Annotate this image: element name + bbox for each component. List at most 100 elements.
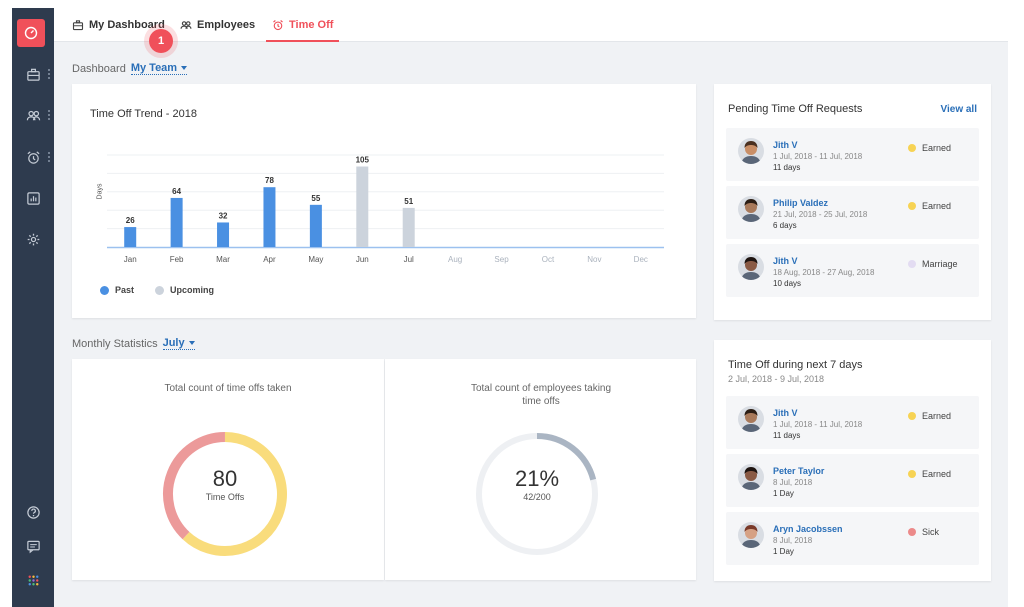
sidebar-item-messages[interactable] — [12, 532, 54, 560]
donut-segment-secondary — [163, 432, 226, 540]
x-tick-label: Sep — [494, 255, 509, 264]
date-range: 21 Jul, 2018 - 25 Jul, 2018 — [773, 210, 868, 219]
next7-range: 2 Jul, 2018 - 9 Jul, 2018 — [728, 374, 825, 384]
list-item[interactable]: Philip Valdez 21 Jul, 2018 - 25 Jul, 2018… — [726, 186, 979, 239]
scope-dropdown[interactable]: My Team — [130, 62, 188, 75]
legend-past[interactable]: Past — [100, 285, 134, 295]
tab-label: My Dashboard — [89, 19, 165, 31]
date-range: 18 Aug, 2018 - 27 Aug, 2018 — [773, 268, 875, 277]
status-dot-icon — [908, 412, 916, 420]
more-icon[interactable] — [48, 152, 50, 162]
tab-time-off[interactable]: Time Off — [265, 8, 340, 42]
employee-name[interactable]: Jith V — [773, 140, 798, 150]
time-offs-count-title: Total count of time offs taken — [164, 383, 292, 394]
time-offs-count-card: Total count of time offs taken 80 Time O… — [72, 359, 384, 580]
x-tick-label: Apr — [263, 255, 276, 264]
sidebar-item-time-off[interactable] — [12, 143, 54, 171]
x-tick-label: Mar — [216, 255, 230, 264]
bar-past-may[interactable] — [309, 204, 322, 247]
bar-upcoming-jul[interactable] — [402, 207, 415, 247]
bar-value-label: 32 — [219, 211, 228, 220]
employees-ratio-value: 21% — [514, 466, 560, 491]
bar-past-feb[interactable] — [170, 197, 183, 247]
alarm-icon — [273, 20, 283, 31]
time-offs-center: 80 Time Offs — [175, 466, 275, 502]
sidebar — [12, 8, 54, 607]
leave-type-badge: Earned — [908, 143, 951, 153]
gear-icon — [27, 233, 39, 245]
duration: 1 Day — [773, 489, 794, 498]
list-item[interactable]: Jith V 18 Aug, 2018 - 27 Aug, 2018 10 days… — [726, 244, 979, 297]
monthly-statistics-scope: Monthly Statistics July — [72, 337, 195, 350]
list-item[interactable]: Jith V 1 Jul, 2018 - 11 Jul, 2018 11 days E… — [726, 128, 979, 181]
sidebar-item-help[interactable] — [12, 498, 54, 526]
bar-past-mar[interactable] — [217, 222, 230, 247]
dashboard-icon[interactable] — [17, 19, 45, 47]
chevron-down-icon — [181, 66, 188, 70]
bar-past-apr[interactable] — [263, 187, 276, 247]
status-dot-icon — [908, 470, 916, 478]
pending-title: Pending Time Off Requests — [728, 103, 863, 115]
month-dropdown[interactable]: July — [162, 337, 195, 350]
pending-requests-card: Pending Time Off Requests View all Jith … — [714, 84, 991, 320]
next7-title: Time Off during next 7 days — [728, 359, 863, 371]
donut-segment-primary — [182, 432, 287, 556]
x-tick-label: Jun — [356, 255, 369, 264]
x-tick-label: Nov — [587, 255, 601, 264]
leave-type-badge: Earned — [908, 201, 951, 211]
bar-value-label: 64 — [172, 187, 181, 196]
employee-name[interactable]: Jith V — [773, 408, 798, 418]
avatar — [738, 464, 764, 490]
sidebar-item-my-dashboard[interactable] — [12, 60, 54, 88]
date-range: 8 Jul, 2018 — [773, 478, 813, 487]
chevron-down-icon — [188, 341, 195, 345]
bar-value-label: 26 — [126, 216, 135, 225]
duration: 6 days — [773, 221, 797, 230]
x-tick-label: Jul — [404, 255, 414, 264]
bar-upcoming-jun[interactable] — [356, 166, 369, 248]
chat-icon — [26, 540, 40, 553]
employee-name[interactable]: Jith V — [773, 256, 798, 266]
time-offs-value: 80 — [212, 466, 238, 491]
date-range: 1 Jul, 2018 - 11 Jul, 2018 — [773, 420, 863, 429]
leave-type-badge: Earned — [908, 411, 951, 421]
date-range: 8 Jul, 2018 — [773, 536, 813, 545]
view-all-link[interactable]: View all — [940, 104, 977, 115]
sidebar-item-settings[interactable] — [12, 225, 54, 253]
status-dot-icon — [908, 260, 916, 268]
people-icon — [180, 21, 192, 29]
report-icon — [26, 191, 40, 205]
list-item[interactable]: Peter Taylor 8 Jul, 2018 1 Day Earned — [726, 454, 979, 507]
tab-my-dashboard[interactable]: My Dashboard — [72, 8, 165, 42]
employee-name[interactable]: Peter Taylor — [773, 466, 825, 476]
ring-fill — [536, 433, 597, 481]
dashboard-label: Dashboard — [72, 62, 126, 75]
duration: 10 days — [773, 279, 802, 288]
sidebar-item-apps[interactable] — [12, 566, 54, 594]
avatar — [738, 522, 764, 548]
avatar — [738, 196, 764, 222]
x-tick-label: Aug — [448, 255, 462, 264]
bar-past-jan[interactable] — [124, 227, 137, 247]
employee-name[interactable]: Philip Valdez — [773, 198, 829, 208]
employee-name[interactable]: Aryn Jacobssen — [773, 524, 843, 534]
sidebar-item-employees[interactable] — [12, 101, 54, 129]
tab-employees[interactable]: Employees — [180, 8, 255, 42]
top-navigation: My Dashboard Employees Time Off — [54, 8, 1008, 42]
employees-ratio-card: Total count of employees taking time off… — [385, 359, 696, 580]
dashboard-scope: Dashboard My Team — [72, 62, 188, 75]
status-dot-icon — [908, 202, 916, 210]
briefcase-icon — [26, 68, 40, 81]
trend-title: Time Off Trend - 2018 — [90, 108, 197, 120]
more-icon[interactable] — [48, 69, 50, 79]
more-icon[interactable] — [48, 110, 50, 120]
legend-upcoming[interactable]: Upcoming — [155, 285, 214, 295]
list-item[interactable]: Jith V 1 Jul, 2018 - 11 Jul, 2018 11 days E… — [726, 396, 979, 449]
step-badge: 1 — [144, 24, 178, 58]
next-seven-days-card: Time Off during next 7 days 2 Jul, 2018 … — [714, 340, 991, 581]
list-item[interactable]: Aryn Jacobssen 8 Jul, 2018 1 Day Sick — [726, 512, 979, 565]
duration: 11 days — [773, 431, 801, 440]
tab-label: Employees — [197, 19, 256, 31]
tab-label: Time Off — [289, 19, 334, 31]
sidebar-item-reports[interactable] — [12, 184, 54, 212]
